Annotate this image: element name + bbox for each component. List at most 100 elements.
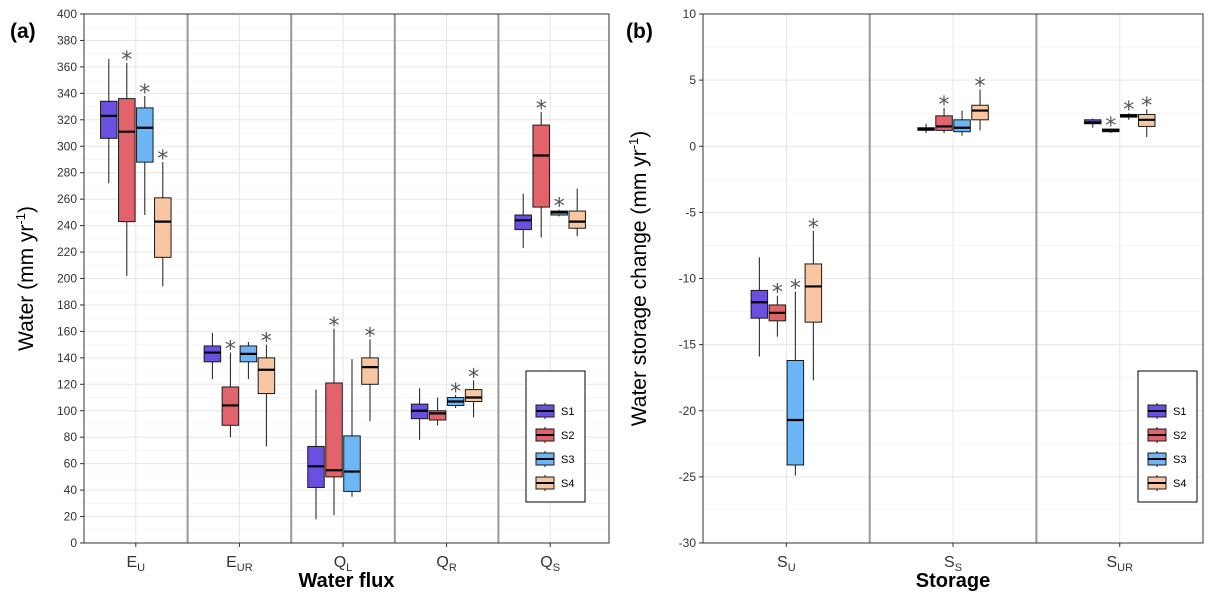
legend-item: S3 xyxy=(535,451,574,467)
legend-label: S4 xyxy=(561,478,574,490)
significance-marker: * xyxy=(468,365,479,390)
box-iqr xyxy=(118,98,136,223)
category-subscript: S xyxy=(955,562,962,574)
y-tick-label: 160 xyxy=(57,324,77,338)
x-category-label: SUR xyxy=(1106,554,1133,574)
y-tick-label: 20 xyxy=(64,510,78,524)
box-s4: * xyxy=(804,216,823,381)
y-tick-label: 240 xyxy=(57,219,77,233)
y-tick-label: 5 xyxy=(689,73,696,87)
x-axis-title: Storage xyxy=(916,570,990,592)
box-iqr xyxy=(154,197,172,258)
box-s4: * xyxy=(1138,94,1156,137)
y-axis-title: Water storage change (mm yr-1) xyxy=(626,131,651,427)
legend-item: S4 xyxy=(1147,475,1186,491)
legend: S1 S2 S3 S4 xyxy=(525,370,586,503)
box-s4: * xyxy=(361,324,379,422)
y-tick-label: -10 xyxy=(679,272,697,286)
box-s1 xyxy=(1084,118,1102,128)
category-main: E xyxy=(126,554,137,571)
significance-marker: * xyxy=(365,324,376,349)
y-tick-label: 300 xyxy=(57,139,77,153)
y-axis-title-superscript: -1 xyxy=(626,138,641,150)
category-main: E xyxy=(226,554,237,571)
box-iqr xyxy=(361,357,379,385)
significance-marker: * xyxy=(329,314,340,339)
significance-marker: * xyxy=(975,74,986,99)
panel-label: (a) xyxy=(10,20,36,43)
legend-item: S2 xyxy=(1147,427,1186,443)
y-tick-label: 340 xyxy=(57,86,77,100)
box-iqr xyxy=(568,210,586,229)
x-category-label: QR xyxy=(436,554,456,574)
significance-marker: * xyxy=(450,380,461,405)
box-s1 xyxy=(514,193,532,249)
significance-marker: * xyxy=(772,281,783,306)
y-tick-label: -20 xyxy=(679,404,697,418)
box-iqr xyxy=(971,104,989,121)
box-s2: * xyxy=(325,314,343,516)
x-category-label: EUR xyxy=(226,554,253,574)
x-category-label: SS xyxy=(944,554,962,574)
box-iqr xyxy=(953,119,971,133)
legend-label: S4 xyxy=(1173,478,1186,490)
box-s2 xyxy=(428,397,447,426)
box-s2: * xyxy=(1102,114,1120,139)
category-subscript: L xyxy=(346,562,352,574)
y-tick-label: -25 xyxy=(679,470,697,484)
box-iqr xyxy=(136,107,154,163)
category-subscript: U xyxy=(137,562,145,574)
legend-label: S3 xyxy=(561,454,574,466)
y-tick-label: 280 xyxy=(57,166,77,180)
box-iqr xyxy=(325,382,343,478)
box-s4 xyxy=(568,188,586,237)
y-axis-title-main: Water (mm yr xyxy=(15,225,38,351)
legend-frame xyxy=(525,370,586,503)
y-tick-label: 140 xyxy=(57,351,77,365)
legend-label: S1 xyxy=(1173,406,1186,418)
box-s1 xyxy=(307,389,325,520)
legend-item: S4 xyxy=(535,475,574,491)
y-tick-label: 400 xyxy=(57,7,77,21)
box-s2: * xyxy=(118,48,136,276)
y-tick-label: 260 xyxy=(57,192,77,206)
legend-item: S3 xyxy=(1147,451,1186,467)
box-iqr xyxy=(532,124,550,208)
category-main: S xyxy=(944,554,955,571)
significance-marker: * xyxy=(121,48,132,73)
panel-label: (b) xyxy=(626,20,653,43)
box-iqr xyxy=(343,435,361,492)
box-iqr xyxy=(464,389,483,402)
significance-marker: * xyxy=(536,97,547,122)
category-subscript: R xyxy=(449,562,457,574)
y-tick-label: 320 xyxy=(57,113,77,127)
box-s4: * xyxy=(971,74,989,131)
box-s2: * xyxy=(221,338,240,438)
significance-marker: * xyxy=(554,195,565,220)
box-iqr xyxy=(257,357,276,395)
y-tick-label: -15 xyxy=(679,338,697,352)
box-s4: * xyxy=(154,147,172,287)
legend-label: S2 xyxy=(1173,430,1186,442)
box-s3: * xyxy=(446,380,465,409)
box-s1 xyxy=(917,123,935,134)
box-iqr xyxy=(100,100,118,139)
box-s3: * xyxy=(1120,98,1138,123)
y-tick-label: 100 xyxy=(57,404,77,418)
box-s1 xyxy=(203,332,222,380)
box-s2: * xyxy=(768,281,787,337)
box-s2: * xyxy=(532,97,550,238)
y-tick-label: 360 xyxy=(57,60,77,74)
x-category-label: QS xyxy=(540,554,560,574)
box-s4: * xyxy=(464,365,483,418)
box-iqr xyxy=(203,345,222,363)
legend-label: S1 xyxy=(561,406,574,418)
y-tick-label: -30 xyxy=(679,536,697,550)
x-axis-title: Water flux xyxy=(299,570,395,592)
x-category-label: SU xyxy=(777,554,796,574)
significance-marker: * xyxy=(157,147,168,172)
y-tick-label: 40 xyxy=(64,483,78,497)
y-tick-label: 10 xyxy=(683,7,697,21)
